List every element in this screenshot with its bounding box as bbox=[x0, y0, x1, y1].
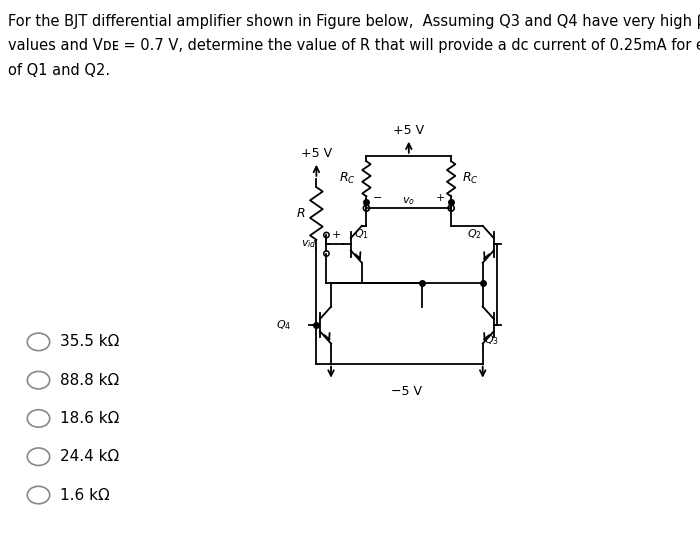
Text: $R_C$: $R_C$ bbox=[462, 171, 479, 187]
Text: −5 V: −5 V bbox=[391, 385, 422, 398]
Text: $Q_2$: $Q_2$ bbox=[468, 228, 482, 241]
Text: $R$: $R$ bbox=[296, 207, 306, 220]
Text: −: − bbox=[372, 194, 382, 203]
Text: $v_{id}$: $v_{id}$ bbox=[302, 238, 317, 250]
Text: $R_C$: $R_C$ bbox=[339, 171, 356, 187]
Text: +: + bbox=[435, 194, 445, 203]
Text: $Q_4$: $Q_4$ bbox=[276, 318, 291, 332]
Text: 18.6 kΩ: 18.6 kΩ bbox=[60, 411, 119, 426]
Text: of Q1 and Q2.: of Q1 and Q2. bbox=[8, 63, 111, 78]
Text: For the BJT differential amplifier shown in Figure below,  Assuming Q3 and Q4 ha: For the BJT differential amplifier shown… bbox=[8, 14, 700, 28]
Text: $Q_3$: $Q_3$ bbox=[484, 333, 499, 347]
Text: values and Vᴅᴇ = 0.7 V, determine the value of R that will provide a dc current : values and Vᴅᴇ = 0.7 V, determine the va… bbox=[8, 38, 700, 53]
Text: 1.6 kΩ: 1.6 kΩ bbox=[60, 487, 109, 503]
Text: $Q_1$: $Q_1$ bbox=[354, 228, 369, 241]
Text: 35.5 kΩ: 35.5 kΩ bbox=[60, 334, 119, 350]
Text: $v_o$: $v_o$ bbox=[402, 195, 415, 207]
Text: +: + bbox=[332, 230, 341, 240]
Text: 88.8 kΩ: 88.8 kΩ bbox=[60, 373, 119, 388]
Text: +5 V: +5 V bbox=[301, 147, 332, 160]
Text: 24.4 kΩ: 24.4 kΩ bbox=[60, 449, 119, 464]
Text: +5 V: +5 V bbox=[393, 124, 424, 137]
